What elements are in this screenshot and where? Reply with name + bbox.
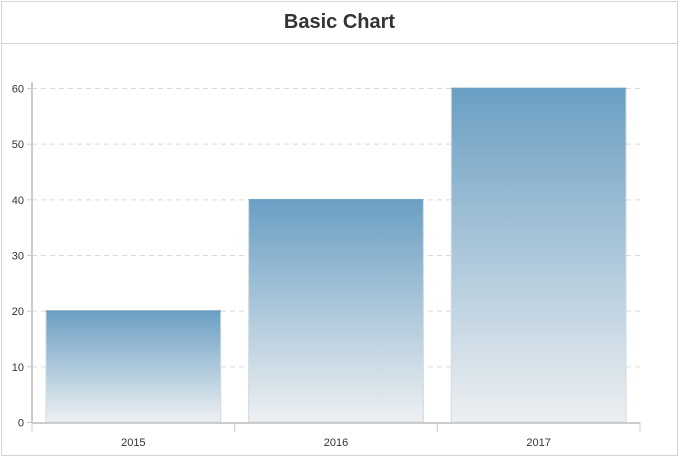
x-tick-label: 2016 bbox=[324, 437, 348, 449]
y-tick-label: 0 bbox=[18, 418, 24, 430]
chart-header: Basic Chart bbox=[2, 2, 677, 44]
tick-labels: 0 10 20 30 40 50 60 2015 2016 2017 bbox=[12, 84, 551, 450]
bars bbox=[45, 87, 627, 423]
bar-2016 bbox=[248, 198, 424, 423]
axes bbox=[27, 82, 641, 432]
bar-2015 bbox=[45, 310, 222, 423]
y-tick-label: 20 bbox=[12, 306, 24, 318]
y-tick-label: 30 bbox=[12, 251, 24, 263]
y-tick-label: 40 bbox=[12, 195, 24, 207]
x-tick-label: 2017 bbox=[526, 437, 550, 449]
y-tick-label: 60 bbox=[12, 84, 24, 96]
bar-2017 bbox=[450, 87, 627, 423]
x-tick-label: 2015 bbox=[121, 437, 145, 449]
chart-title: Basic Chart bbox=[283, 11, 396, 33]
y-tick-label: 50 bbox=[12, 139, 24, 151]
y-tick-label: 10 bbox=[12, 362, 24, 374]
